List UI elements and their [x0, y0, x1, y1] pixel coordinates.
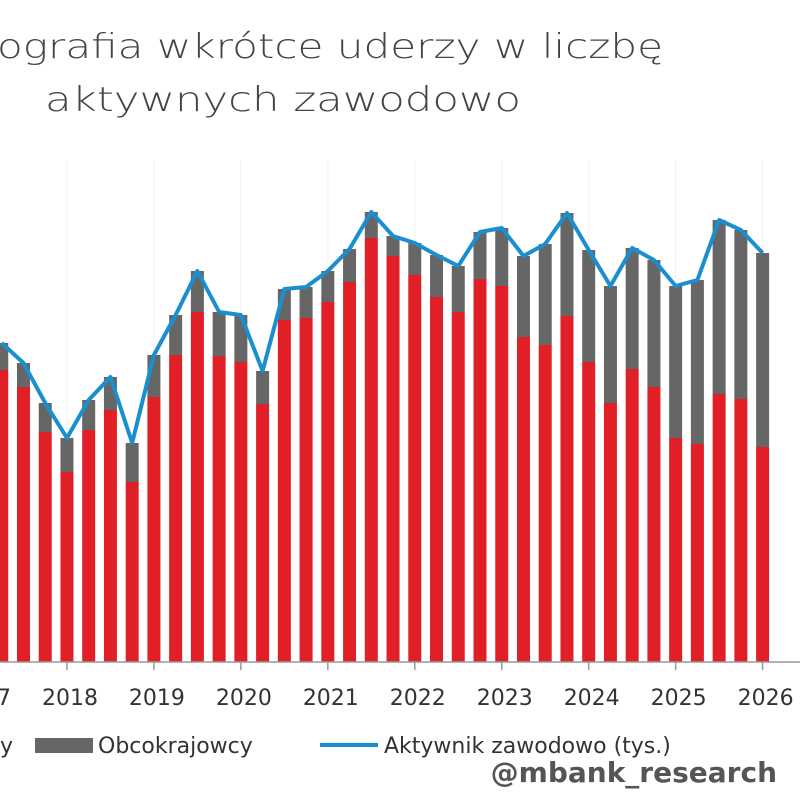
bar-segment	[147, 397, 161, 662]
bar-segment	[103, 410, 117, 662]
bar-segment	[408, 275, 422, 662]
line	[0, 210, 765, 445]
bar-segment	[343, 282, 357, 662]
bar-segment	[38, 432, 52, 662]
x-tick-label: 2026	[738, 686, 794, 711]
bar-segment	[495, 228, 509, 286]
bar-segment	[212, 356, 226, 662]
bar-segment	[647, 260, 661, 387]
bar-segment	[712, 394, 726, 662]
bar-segment	[386, 236, 400, 256]
bar-segment	[647, 387, 661, 662]
x-tick-label: 2024	[564, 686, 620, 711]
x-tick-label: 2025	[651, 686, 707, 711]
bar-segment	[299, 287, 313, 318]
bar-segment	[516, 256, 530, 337]
bar-segment	[16, 387, 30, 662]
bar-segment	[277, 320, 291, 662]
bar-segment	[212, 312, 226, 356]
bar-segment	[625, 369, 639, 662]
bar-segment	[256, 404, 270, 662]
bar-segment	[0, 370, 9, 662]
bar-segment	[169, 355, 183, 662]
watermark: @mbank_research	[491, 756, 777, 789]
bar-segment	[669, 438, 683, 662]
legend-label: y	[0, 734, 13, 759]
bar-segment	[82, 430, 96, 662]
bar-segment	[60, 472, 74, 662]
bar-segment	[712, 220, 726, 394]
bar-segment	[756, 447, 770, 662]
bar-segment	[451, 312, 465, 662]
bar-segment	[451, 266, 465, 312]
bar-segment	[669, 286, 683, 438]
bar-segment	[734, 230, 748, 399]
bar-segment	[256, 371, 270, 404]
bar-segment	[625, 248, 639, 369]
bar-segment	[190, 312, 204, 662]
bar-segment	[560, 316, 574, 662]
bar-segment	[538, 345, 552, 662]
bar-segment	[603, 403, 617, 662]
bar-segment	[125, 443, 139, 482]
bar-segment	[60, 438, 74, 472]
bar-segment	[299, 318, 313, 662]
bar-segment	[582, 250, 596, 362]
chart-title: aktywnych zawodowo	[45, 80, 521, 120]
bar-segment	[603, 286, 617, 403]
x-tick-label: 2020	[216, 686, 272, 711]
legend-swatch	[35, 738, 93, 753]
x-tick-label: 2018	[42, 686, 98, 711]
legend-label: Aktywnik zawodowo (tys.)	[384, 734, 671, 759]
bar-segment	[386, 256, 400, 662]
bar-segment	[430, 297, 444, 662]
bar-segment	[756, 253, 770, 447]
bar-segment	[321, 271, 335, 302]
bar-segment	[473, 279, 487, 662]
bar-segment	[495, 286, 509, 662]
bar-segment	[516, 337, 530, 662]
bar-segment	[473, 232, 487, 279]
x-tick-label: 2023	[477, 686, 533, 711]
bar-segment	[321, 302, 335, 662]
legend-label: Obcokrajowcy	[98, 734, 253, 759]
x-tick-label: 2019	[129, 686, 185, 711]
bar-segment	[690, 280, 704, 444]
bar-segment	[364, 238, 378, 662]
bar-segment	[734, 399, 748, 662]
bar-segment	[234, 362, 248, 662]
bar-segment	[343, 249, 357, 282]
bar-segment	[560, 213, 574, 316]
x-tick-label: 2022	[390, 686, 446, 711]
x-tick-label: 2017	[0, 686, 11, 711]
bar-segment	[0, 343, 9, 370]
bar-segment	[538, 244, 552, 345]
chart-title: ografia wkrótce uderzy w liczbę	[0, 27, 663, 67]
bar-segment	[690, 444, 704, 662]
bar-segment	[125, 482, 139, 662]
x-tick-label: 2021	[303, 686, 359, 711]
bar-segment	[408, 243, 422, 275]
bar-segment	[430, 255, 444, 297]
bar-segment	[582, 362, 596, 662]
